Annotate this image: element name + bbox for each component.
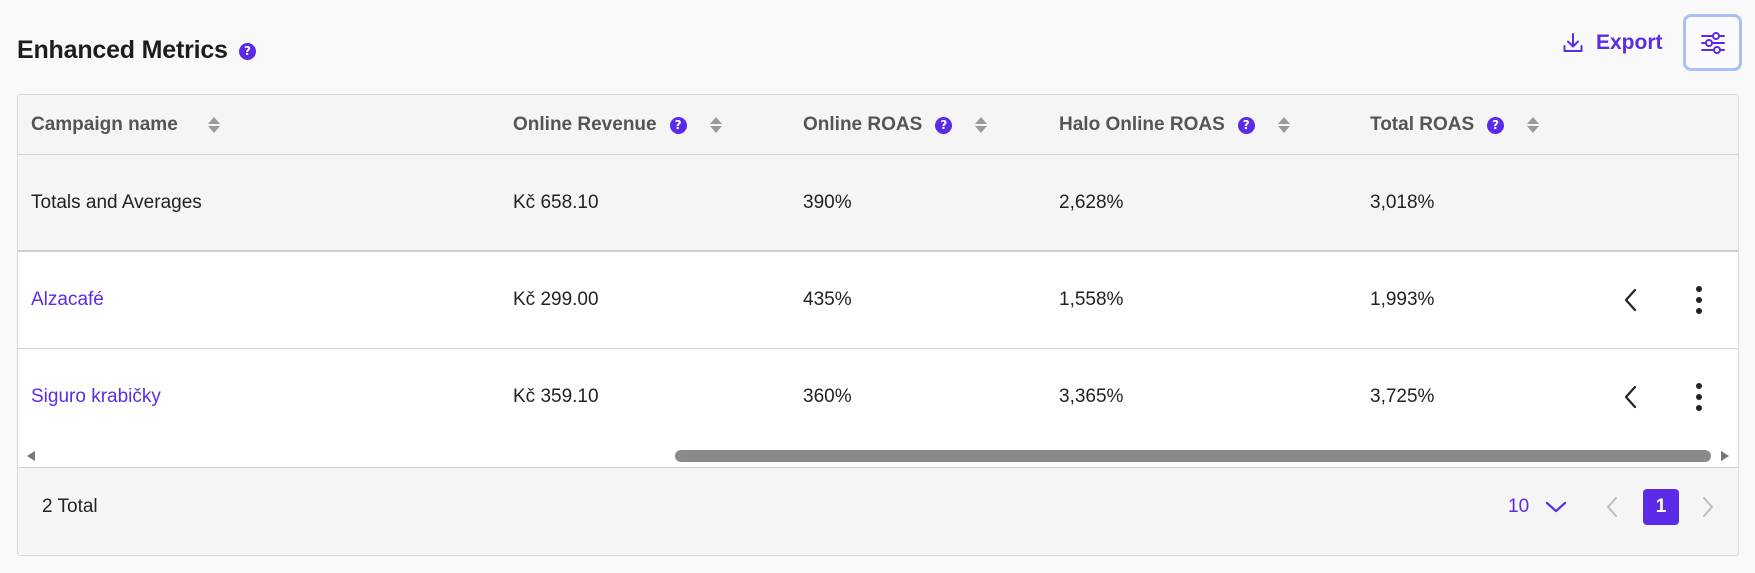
scroll-right-arrow-icon[interactable] <box>1721 451 1729 461</box>
more-options-icon[interactable] <box>1689 252 1709 348</box>
table-settings-button[interactable] <box>1683 14 1742 71</box>
cell-halo-online-roas: 3,365% <box>1059 386 1124 407</box>
cell-online-roas: 390% <box>803 191 852 213</box>
more-options-icon[interactable] <box>1689 349 1709 445</box>
chevron-left-icon[interactable] <box>1623 349 1637 445</box>
totals-row: Totals and Averages Kč 658.10 390% 2,628… <box>18 155 1738 252</box>
chevron-left-icon[interactable] <box>1623 252 1637 348</box>
campaign-name-link[interactable]: Siguro krabičky <box>31 386 161 407</box>
cell-total-roas: 3,018% <box>1370 191 1435 213</box>
chevron-left-icon <box>1607 497 1617 517</box>
cell-online-revenue: Kč 359.10 <box>513 386 599 407</box>
page-title: Enhanced Metrics <box>17 36 228 64</box>
column-label: Total ROAS <box>1370 114 1475 135</box>
campaign-name-link[interactable]: Alzacafé <box>31 289 104 310</box>
column-header-online-revenue[interactable]: Online Revenue ? <box>513 95 722 155</box>
page-button-current[interactable]: 1 <box>1643 489 1679 525</box>
page-size-select[interactable]: 10 <box>1508 468 1567 546</box>
cell-online-roas: 360% <box>803 386 852 407</box>
export-label: Export <box>1596 31 1663 54</box>
cell-halo-online-roas: 2,628% <box>1059 191 1124 213</box>
totals-label: Totals and Averages <box>31 191 202 213</box>
next-page-button[interactable] <box>1702 468 1714 546</box>
scrollbar-thumb[interactable] <box>675 450 1711 462</box>
help-icon[interactable]: ? <box>1237 116 1255 134</box>
help-icon[interactable]: ? <box>935 116 953 134</box>
metrics-table: Campaign name Online Revenue ? Online RO… <box>17 94 1739 556</box>
table-row: Siguro krabičky Kč 359.10 360% 3,365% 3,… <box>18 349 1738 445</box>
page-header: Enhanced Metrics ? Export <box>0 0 1755 95</box>
cell-total-roas: 3,725% <box>1370 386 1435 407</box>
horizontal-scrollbar[interactable] <box>18 445 1738 467</box>
sliders-icon <box>1700 31 1725 54</box>
column-label: Online Revenue <box>513 114 657 135</box>
cell-halo-online-roas: 1,558% <box>1059 289 1124 310</box>
help-icon[interactable]: ? <box>1487 116 1505 134</box>
sort-icon[interactable] <box>1527 117 1540 133</box>
cell-total-roas: 1,993% <box>1370 289 1435 310</box>
column-header-total-roas[interactable]: Total ROAS ? <box>1370 95 1540 155</box>
cell-online-revenue: Kč 658.10 <box>513 191 599 213</box>
column-label: Campaign name <box>31 114 178 135</box>
download-icon <box>1563 33 1583 52</box>
table-footer: 2 Total 10 1 <box>18 467 1738 555</box>
help-icon[interactable]: ? <box>239 43 256 60</box>
page-size-value: 10 <box>1508 496 1530 517</box>
previous-page-button[interactable] <box>1606 468 1618 546</box>
column-header-online-roas[interactable]: Online ROAS ? <box>803 95 988 155</box>
scroll-left-arrow-icon[interactable] <box>27 451 35 461</box>
table-row: Alzacafé Kč 299.00 435% 1,558% 1,993% <box>18 252 1738 349</box>
cell-online-roas: 435% <box>803 289 852 310</box>
chevron-right-icon <box>1703 497 1713 517</box>
sort-icon[interactable] <box>207 117 220 133</box>
column-label: Halo Online ROAS <box>1059 114 1225 135</box>
cell-online-revenue: Kč 299.00 <box>513 289 599 310</box>
column-header-halo-online-roas[interactable]: Halo Online ROAS ? <box>1059 95 1290 155</box>
column-header-campaign-name[interactable]: Campaign name <box>31 95 220 155</box>
sort-icon[interactable] <box>975 117 988 133</box>
column-label: Online ROAS <box>803 114 923 135</box>
help-icon[interactable]: ? <box>669 116 687 134</box>
total-count: 2 Total <box>42 496 98 517</box>
chevron-down-icon <box>1546 501 1567 513</box>
table-header-row: Campaign name Online Revenue ? Online RO… <box>18 95 1738 155</box>
export-button[interactable]: Export <box>1562 28 1663 58</box>
sort-icon[interactable] <box>1277 117 1290 133</box>
sort-icon[interactable] <box>709 117 722 133</box>
